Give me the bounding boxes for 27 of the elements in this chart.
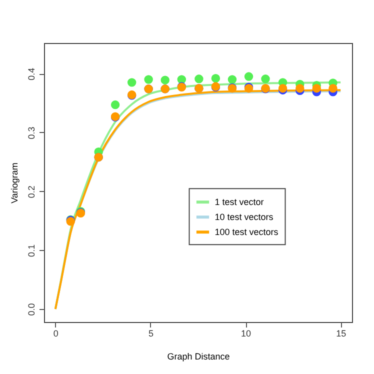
point: [312, 84, 322, 93]
point: [127, 78, 136, 87]
point: [244, 72, 254, 81]
point: [144, 75, 153, 84]
point: [228, 75, 237, 84]
legend-label: 10 test vectors: [214, 212, 274, 222]
point: [211, 74, 220, 83]
y-tick-label: 0.4: [26, 68, 36, 80]
point: [194, 74, 204, 84]
x-tick-label: 15: [336, 328, 346, 338]
y-tick-label: 0.0: [26, 303, 36, 316]
x-axis-title: Graph Distance: [167, 352, 230, 362]
y-tick-label: 0.2: [26, 186, 36, 198]
y-tick-label: 0.3: [26, 126, 36, 140]
point: [296, 84, 304, 93]
x-tick-label: 5: [148, 328, 154, 338]
y-tick-label: 0.1: [26, 244, 36, 257]
point: [261, 74, 270, 84]
y-axis-title: Variogram: [10, 162, 20, 204]
x-tick-label: 0: [53, 328, 58, 338]
point: [328, 84, 338, 93]
point: [110, 100, 120, 110]
point: [177, 75, 186, 84]
x-tick-label: 10: [241, 328, 252, 338]
point: [160, 76, 170, 84]
legend-label: 1 test vector: [214, 197, 264, 208]
legend-label: 100 test vectors: [214, 227, 279, 238]
